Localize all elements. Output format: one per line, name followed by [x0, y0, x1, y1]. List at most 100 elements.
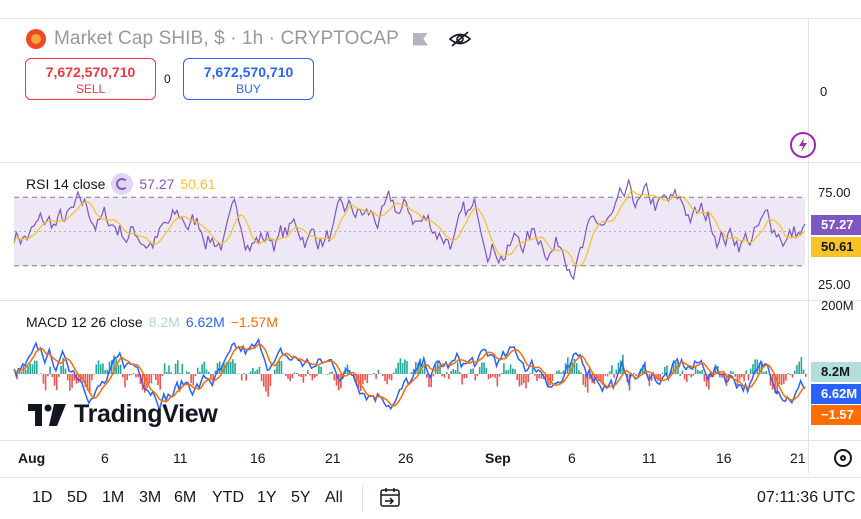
utc-clock[interactable]: 07:11:36 UTC: [757, 489, 856, 506]
macd-hist-bar: [203, 361, 206, 374]
range-button-all[interactable]: All: [325, 489, 343, 506]
macd-hist-bar: [760, 361, 763, 374]
macd-hist-bar: [201, 364, 203, 374]
macd-signal-tag: −1.57: [811, 405, 861, 425]
macd-hist-bar: [256, 369, 258, 374]
watermark-text: TradingView: [74, 400, 218, 428]
symbol-title[interactable]: Market Cap SHIB, $ · 1h · CRYPTOCAP: [54, 28, 399, 49]
macd-hist-bar: [743, 374, 745, 382]
macd-hist-bar: [207, 371, 210, 374]
macd-hist-bar: [657, 374, 659, 381]
range-button-1y[interactable]: 1Y: [257, 489, 277, 506]
macd-value: 6.62M: [185, 314, 225, 330]
macd-hist-bar: [529, 373, 532, 374]
macd-hist-bar: [331, 371, 333, 374]
macd-hist-bar: [580, 372, 582, 374]
macd-hist-bar: [613, 374, 615, 378]
macd-hist-bar: [311, 374, 314, 381]
rsi-value: 57.27: [139, 176, 175, 192]
macd-hist-bar: [181, 363, 184, 374]
macd-hist-bar: [258, 366, 261, 374]
gear-icon[interactable]: [834, 449, 852, 467]
macd-hist-bar: [232, 359, 234, 374]
macd-hist-bar: [267, 374, 269, 397]
macd-hist-bar: [252, 367, 254, 374]
macd-hist-bar: [736, 374, 739, 386]
macd-hist-bar: [124, 374, 126, 388]
macd-hist-bar: [157, 374, 159, 386]
time-label: 26: [398, 450, 414, 466]
macd-hist-bar: [393, 372, 395, 374]
range-button-3m[interactable]: 3M: [139, 489, 162, 506]
macd-hist-bar: [263, 374, 265, 387]
macd-hist-bar: [721, 374, 723, 378]
macd-hist-bar: [185, 371, 188, 374]
macd-hist-bar: [615, 369, 618, 374]
calendar-goto-icon[interactable]: [378, 487, 402, 509]
macd-hist-bar: [719, 374, 721, 378]
macd-hist-bar: [73, 374, 76, 381]
macd-hist-bar: [18, 370, 20, 374]
macd-hist-bar: [500, 372, 503, 374]
sell-button[interactable]: 7,672,570,710 SELL: [25, 58, 156, 100]
macd-hist-bar: [470, 368, 472, 374]
macd-hist-bar: [102, 363, 104, 374]
macd-hist-bar: [710, 374, 712, 378]
macd-hist-bar: [725, 374, 728, 386]
flag-icon[interactable]: [412, 32, 428, 46]
toolbar-separator: [362, 486, 363, 512]
macd-hist-bar: [505, 370, 507, 374]
macd-hist-bar: [196, 367, 199, 374]
macd-hist-bar: [82, 374, 84, 383]
rsi-legend[interactable]: RSI 14 close 57.27 50.61: [26, 173, 215, 195]
symbol-legend[interactable]: Market Cap SHIB, $ · 1h · CRYPTOCAP: [26, 28, 472, 50]
macd-value-tag: 6.62M: [811, 384, 861, 404]
macd-legend[interactable]: MACD 12 26 close 8.2M 6.62M −1.57M: [26, 314, 278, 330]
macd-hist-bar: [732, 371, 734, 374]
pane-divider-rsi: [0, 162, 861, 163]
macd-hist-bar: [55, 374, 58, 390]
shib-coin-icon: [26, 29, 46, 49]
macd-hist-bar: [443, 374, 446, 378]
time-label: 11: [173, 450, 188, 466]
macd-hist-bar: [307, 369, 309, 374]
macd-hist-bar: [461, 374, 463, 385]
macd-hist-bar: [478, 366, 481, 374]
macd-hist-bar: [373, 372, 375, 374]
eye-slash-icon[interactable]: [448, 30, 472, 48]
macd-hist-bar: [274, 369, 276, 374]
macd-hist-bar: [456, 362, 459, 374]
range-button-5y[interactable]: 5Y: [291, 489, 311, 506]
macd-hist-bar: [278, 360, 280, 374]
macd-hist-bar: [661, 372, 664, 374]
macd-hist-bar: [269, 374, 272, 387]
macd-hist-bar: [188, 372, 190, 374]
macd-hist-bar: [659, 374, 662, 382]
range-button-1d[interactable]: 1D: [32, 489, 53, 506]
macd-label: MACD 12 26 close: [26, 314, 143, 330]
range-button-ytd[interactable]: YTD: [212, 489, 244, 506]
range-button-6m[interactable]: 6M: [174, 489, 197, 506]
macd-hist-bar: [375, 374, 377, 379]
macd-plot[interactable]: [0, 301, 808, 440]
macd-hist-bar: [538, 374, 540, 379]
macd-hist-bar: [752, 364, 754, 374]
macd-hist-bar: [441, 374, 443, 377]
macd-hist-bar: [214, 370, 217, 374]
macd-hist-bar: [765, 371, 767, 374]
macd-hist-bar: [608, 371, 611, 374]
buy-button[interactable]: 7,672,570,710 BUY: [183, 58, 314, 100]
range-button-5d[interactable]: 5D: [67, 489, 88, 506]
rsi-plot[interactable]: [0, 163, 808, 300]
macd-hist-bar: [756, 359, 759, 374]
macd-hist-bar: [681, 370, 684, 374]
macd-hist-bar: [507, 369, 510, 374]
macd-hist-bar: [494, 374, 496, 378]
lightning-icon[interactable]: [790, 132, 816, 158]
time-label: Aug: [18, 450, 46, 466]
range-button-1m[interactable]: 1M: [102, 489, 125, 506]
macd-hist-bar: [245, 374, 247, 381]
rsi-ma-tag: 50.61: [811, 237, 861, 257]
refresh-icon[interactable]: [111, 173, 134, 195]
macd-hist-bar: [60, 365, 62, 374]
